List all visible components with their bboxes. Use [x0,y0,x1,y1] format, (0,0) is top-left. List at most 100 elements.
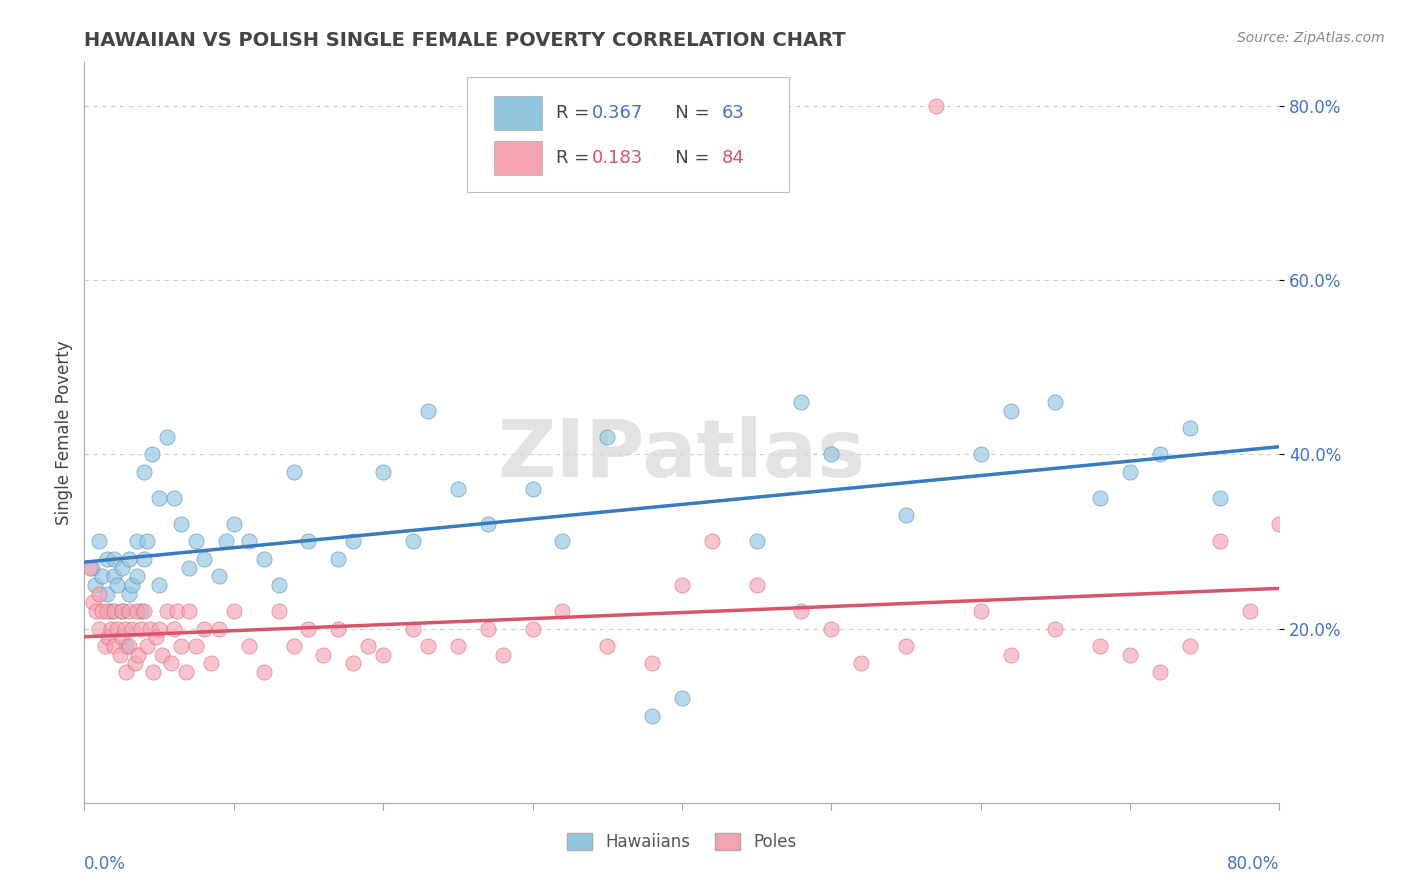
Point [160,657,183,671]
Text: 84: 84 [721,149,744,167]
Point [121,622,143,636]
Point [671,691,693,706]
Point [103,604,125,618]
Point [1388,534,1406,549]
Text: 0.367: 0.367 [592,104,644,122]
Point [114,622,136,636]
Point [492,648,515,662]
Point [283,465,305,479]
Point [447,639,470,653]
Point [125,534,148,549]
Point [193,552,215,566]
Point [100,622,122,636]
Point [477,517,499,532]
Point [238,534,260,549]
FancyBboxPatch shape [467,78,790,192]
Point [373,465,395,479]
Point [1178,421,1201,435]
Point [103,552,125,566]
Point [163,491,186,505]
Text: 0.183: 0.183 [592,149,644,167]
Point [166,604,188,618]
Point [80,560,103,574]
Point [297,622,319,636]
Text: HAWAIIAN VS POLISH SINGLE FEMALE POVERTY CORRELATION CHART: HAWAIIAN VS POLISH SINGLE FEMALE POVERTY… [84,30,846,50]
Point [1209,534,1232,549]
Point [86,604,108,618]
Point [193,622,215,636]
Point [155,604,177,618]
Point [177,604,200,618]
Point [170,639,193,653]
Point [148,578,170,592]
Point [253,665,276,680]
Point [641,657,664,671]
Point [1298,604,1320,618]
Point [82,595,104,609]
Point [1045,395,1067,409]
Point [894,508,917,523]
Point [148,622,170,636]
Point [373,648,395,662]
Point [163,622,186,636]
Point [186,534,208,549]
Point [447,482,470,496]
Point [174,665,197,680]
Point [551,604,574,618]
Point [1000,648,1022,662]
Point [1090,491,1112,505]
FancyBboxPatch shape [495,96,543,130]
Point [136,534,159,549]
Point [551,534,574,549]
Point [925,99,948,113]
Point [148,491,170,505]
Point [402,622,425,636]
Point [790,395,813,409]
Point [118,604,141,618]
Point [97,630,120,644]
Point [894,639,917,653]
Point [96,587,118,601]
Point [416,639,439,653]
Point [416,404,439,418]
Point [1149,665,1171,680]
Point [1239,604,1261,618]
Point [79,560,101,574]
Point [115,639,138,653]
Point [145,630,167,644]
Point [522,482,544,496]
Point [91,604,114,618]
Point [105,578,128,592]
Point [208,622,231,636]
Point [671,578,693,592]
Point [118,587,141,601]
Point [115,665,138,680]
Point [215,534,238,549]
Point [222,517,245,532]
Point [132,604,156,618]
Point [127,648,149,662]
Point [253,552,276,566]
Point [170,517,193,532]
Point [1119,465,1142,479]
Point [820,447,842,461]
Point [1329,622,1351,636]
Point [118,552,141,566]
Point [142,665,165,680]
Point [357,639,380,653]
Point [267,578,290,592]
Point [851,657,873,671]
Point [111,604,134,618]
Point [125,604,148,618]
Text: 80.0%: 80.0% [1227,855,1279,872]
Point [208,569,231,583]
Point [118,639,141,653]
Text: R =: R = [557,104,595,122]
Point [103,639,125,653]
Point [1268,517,1291,532]
Point [105,622,128,636]
Point [1000,404,1022,418]
Point [129,622,152,636]
Point [820,622,842,636]
Point [267,604,290,618]
